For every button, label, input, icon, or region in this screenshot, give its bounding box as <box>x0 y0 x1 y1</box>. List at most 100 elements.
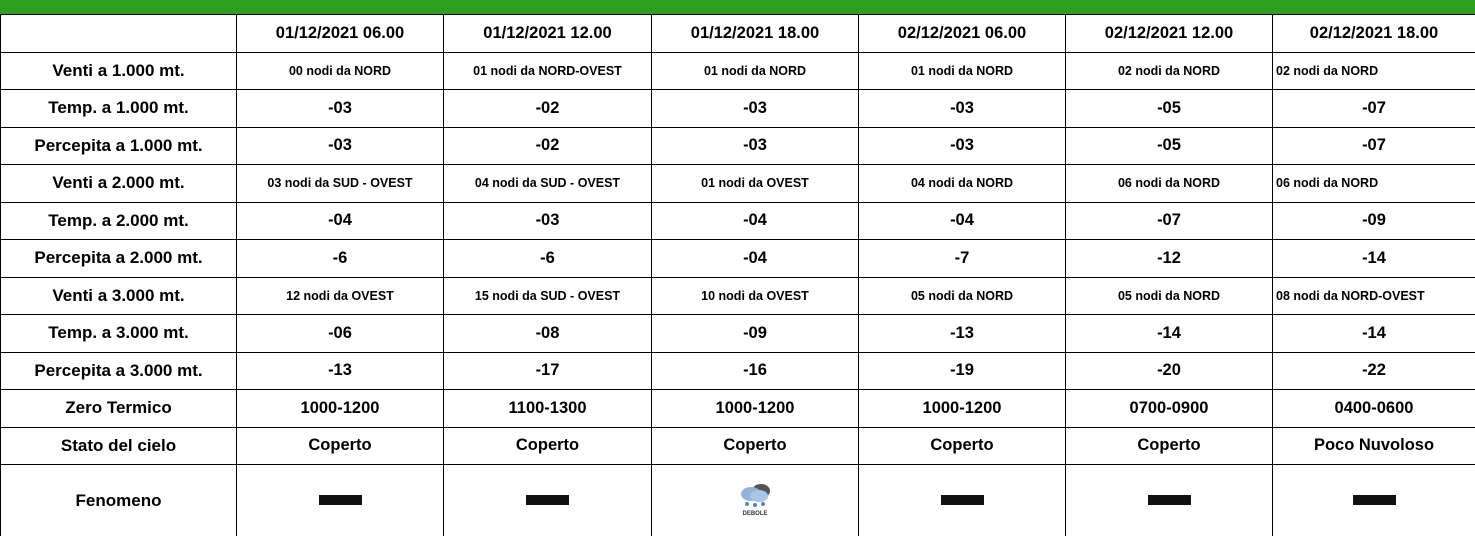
wind-cell: 06 nodi da NORD <box>1065 164 1273 203</box>
wind-cell: 01 nodi da NORD <box>858 51 1066 90</box>
row-label: Temp. a 1.000 mt. <box>0 89 237 128</box>
wind-cell: 04 nodi da SUD - OVEST <box>443 164 652 203</box>
row-label: Zero Termico <box>0 389 237 428</box>
value-cell: -19 <box>858 351 1066 390</box>
dash-icon <box>1147 494 1191 505</box>
fenomeno-cell <box>1065 464 1273 536</box>
data-row: Temp. a 2.000 mt. -04 -03 -04 -04 -07 -09 <box>0 201 1475 240</box>
value-cell: 0400-0600 <box>1272 389 1475 428</box>
fenomeno-cell <box>236 464 444 536</box>
value-cell: -17 <box>443 351 652 390</box>
dash-icon <box>526 494 569 505</box>
value-cell: Coperto <box>1065 426 1273 465</box>
value-cell: -6 <box>443 239 652 278</box>
top-bar <box>0 0 1475 14</box>
value-cell: -09 <box>1272 201 1475 240</box>
value-cell: -14 <box>1272 239 1475 278</box>
row-label: Venti a 2.000 mt. <box>0 164 237 203</box>
value-cell: -04 <box>651 239 859 278</box>
fenomeno-cell <box>443 464 652 536</box>
row-label: Fenomeno <box>0 464 237 536</box>
value-cell: -04 <box>858 201 1066 240</box>
row-label: Percepita a 1.000 mt. <box>0 126 237 165</box>
value-cell: -13 <box>858 314 1066 353</box>
column-header: 02/12/2021 06.00 <box>858 14 1066 53</box>
value-cell: -03 <box>651 89 859 128</box>
data-row: Stato del cielo Coperto Coperto Coperto Cope… <box>0 426 1475 465</box>
value-cell: -16 <box>651 351 859 390</box>
value-cell: -03 <box>858 126 1066 165</box>
snow-icon: DEBOLE <box>737 482 773 517</box>
fenomeno-cell <box>1272 464 1475 536</box>
value-cell: -6 <box>236 239 444 278</box>
fenomeno-row: Fenomeno DEBOLE <box>0 464 1475 536</box>
column-header: 02/12/2021 12.00 <box>1065 14 1273 53</box>
value-cell: -02 <box>443 126 652 165</box>
wind-cell: 12 nodi da OVEST <box>236 276 444 315</box>
column-header: 01/12/2021 06.00 <box>236 14 444 53</box>
row-label: Percepita a 3.000 mt. <box>0 351 237 390</box>
dash-icon <box>318 494 362 505</box>
value-cell: 1000-1200 <box>236 389 444 428</box>
column-header: 02/12/2021 18.00 <box>1272 14 1475 53</box>
value-cell: 1000-1200 <box>858 389 1066 428</box>
data-row: Temp. a 1.000 mt. -03 -02 -03 -03 -05 -07 <box>0 89 1475 128</box>
row-label: Temp. a 3.000 mt. <box>0 314 237 353</box>
wind-cell: 15 nodi da SUD - OVEST <box>443 276 652 315</box>
value-cell: -06 <box>236 314 444 353</box>
value-cell: -03 <box>651 126 859 165</box>
value-cell: 0700-0900 <box>1065 389 1273 428</box>
value-cell: Coperto <box>651 426 859 465</box>
fenomeno-cell: DEBOLE <box>651 464 859 536</box>
data-row: Venti a 2.000 mt. 03 nodi da SUD - OVEST 0… <box>0 164 1475 203</box>
value-cell: -20 <box>1065 351 1273 390</box>
wind-cell: 06 nodi da NORD <box>1272 164 1475 203</box>
value-cell: -07 <box>1272 89 1475 128</box>
value-cell: -09 <box>651 314 859 353</box>
value-cell: 1000-1200 <box>651 389 859 428</box>
data-row: Venti a 1.000 mt. 00 nodi da NORD 01 nodi … <box>0 51 1475 90</box>
value-cell: -12 <box>1065 239 1273 278</box>
wind-cell: 08 nodi da NORD-OVEST <box>1272 276 1475 315</box>
fenomeno-cell <box>858 464 1066 536</box>
row-label: Venti a 1.000 mt. <box>0 51 237 90</box>
row-label: Temp. a 2.000 mt. <box>0 201 237 240</box>
value-cell: -08 <box>443 314 652 353</box>
wind-cell: 03 nodi da SUD - OVEST <box>236 164 444 203</box>
wind-cell: 01 nodi da NORD <box>651 51 859 90</box>
value-cell: Coperto <box>236 426 444 465</box>
value-cell: -03 <box>443 201 652 240</box>
wind-cell: 00 nodi da NORD <box>236 51 444 90</box>
value-cell: -03 <box>236 89 444 128</box>
data-row: Percepita a 1.000 mt. -03 -02 -03 -03 -05 -07 <box>0 126 1475 165</box>
table-body: 01/12/2021 06.00 01/12/2021 12.00 01/12/20… <box>0 14 1475 536</box>
value-cell: 1100-1300 <box>443 389 652 428</box>
wind-cell: 05 nodi da NORD <box>858 276 1066 315</box>
value-cell: -04 <box>651 201 859 240</box>
corner-cell <box>0 14 237 53</box>
value-cell: Coperto <box>443 426 652 465</box>
wind-cell: 05 nodi da NORD <box>1065 276 1273 315</box>
wind-cell: 02 nodi da NORD <box>1065 51 1273 90</box>
value-cell: -13 <box>236 351 444 390</box>
row-label: Stato del cielo <box>0 426 237 465</box>
data-row: Temp. a 3.000 mt. -06 -08 -09 -13 -14 -14 <box>0 314 1475 353</box>
value-cell: Poco Nuvoloso <box>1272 426 1475 465</box>
value-cell: -03 <box>236 126 444 165</box>
value-cell: -04 <box>236 201 444 240</box>
data-row: Zero Termico 1000-1200 1100-1300 1000-1200 1… <box>0 389 1475 428</box>
value-cell: -14 <box>1272 314 1475 353</box>
value-cell: -22 <box>1272 351 1475 390</box>
data-row: Venti a 3.000 mt. 12 nodi da OVEST 15 nodi… <box>0 276 1475 315</box>
data-row: Percepita a 2.000 mt. -6 -6 -04 -7 -12 -14 <box>0 239 1475 278</box>
column-header: 01/12/2021 18.00 <box>651 14 859 53</box>
wind-cell: 10 nodi da OVEST <box>651 276 859 315</box>
value-cell: -05 <box>1065 126 1273 165</box>
row-label: Percepita a 2.000 mt. <box>0 239 237 278</box>
value-cell: -07 <box>1065 201 1273 240</box>
header-row: 01/12/2021 06.00 01/12/2021 12.00 01/12/20… <box>0 14 1475 53</box>
dash-icon <box>1352 494 1396 505</box>
wind-cell: 01 nodi da NORD-OVEST <box>443 51 652 90</box>
value-cell: -02 <box>443 89 652 128</box>
